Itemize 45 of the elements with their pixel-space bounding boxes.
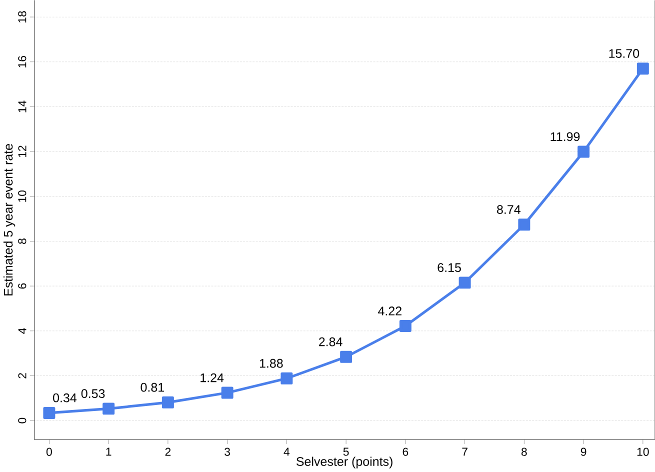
data-label: 2.84: [318, 337, 342, 346]
point: [458, 276, 471, 289]
point: [636, 62, 649, 75]
data-label: 0.53: [81, 389, 105, 398]
y-tick-label: 6: [18, 283, 26, 289]
point: [340, 350, 352, 363]
data-label: 1.88: [260, 358, 283, 368]
x-tick-label: 1: [106, 448, 112, 456]
data-label: 6.15: [438, 263, 461, 272]
point: [43, 407, 56, 419]
y-tick-label: 8: [18, 238, 26, 244]
y-tick-label: 0: [18, 418, 26, 424]
y-tick-label: 4: [18, 328, 26, 334]
x-tick-label: 0: [46, 448, 52, 456]
y-tick-label: 10: [18, 190, 26, 202]
point: [518, 218, 530, 231]
x-tick-label: 7: [462, 448, 468, 456]
data-label: 8.74: [497, 205, 520, 214]
y-tick-label: 16: [18, 56, 26, 68]
data-label: 0.34: [53, 393, 77, 402]
data-label: 1.24: [200, 373, 224, 382]
data-label: 15.70: [609, 49, 640, 58]
y-tick-label: 2: [18, 373, 26, 378]
x-tick-label: 6: [402, 448, 408, 456]
x-tick-label: 4: [284, 448, 290, 456]
x-tick-label: 10: [637, 448, 649, 456]
data-label: 11.99: [550, 132, 580, 142]
data-label: 0.81: [140, 382, 164, 392]
point: [102, 402, 115, 415]
x-tick-label: 5: [343, 448, 349, 456]
y-tick-label: 14: [18, 100, 26, 112]
x-tick-label: 9: [580, 448, 586, 456]
point: [221, 386, 234, 399]
x-tick-label: 3: [224, 448, 230, 456]
data-label: 4.22: [378, 306, 402, 316]
point: [399, 320, 412, 332]
point: [280, 372, 293, 384]
x-axis-title: Selvester (points): [296, 456, 392, 468]
point: [162, 396, 174, 408]
y-tick-label: 12: [18, 146, 26, 158]
point: [578, 146, 590, 158]
x-tick-label: 2: [165, 448, 171, 456]
y-axis-title: Estimated 5 year event rate: [3, 144, 16, 296]
y-tick-label: 18: [18, 11, 26, 23]
x-tick-label: 8: [521, 448, 527, 456]
